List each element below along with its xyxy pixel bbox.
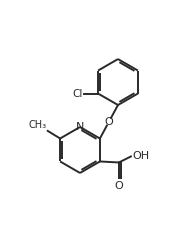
- Text: CH₃: CH₃: [28, 120, 47, 130]
- Text: N: N: [76, 122, 84, 132]
- Text: Cl: Cl: [73, 88, 83, 99]
- Text: OH: OH: [132, 151, 149, 162]
- Text: O: O: [114, 181, 123, 191]
- Text: O: O: [105, 117, 113, 127]
